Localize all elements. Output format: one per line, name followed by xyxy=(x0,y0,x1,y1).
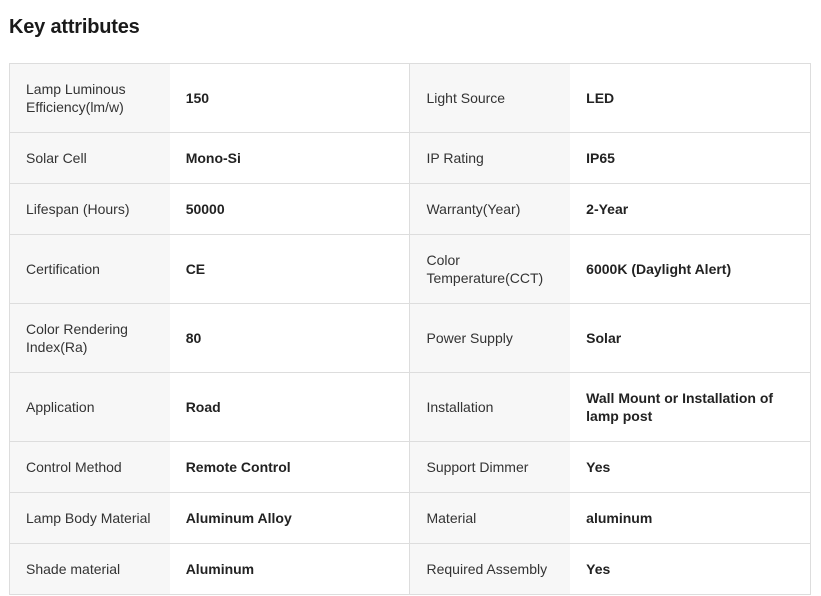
attribute-label: IP Rating xyxy=(409,132,571,184)
attribute-value: Mono-Si xyxy=(169,132,411,184)
attribute-value: 50000 xyxy=(169,183,411,235)
attribute-label: Lamp Body Material xyxy=(9,492,170,544)
table-row: Lamp Luminous Efficiency(lm/w) 150 Light S… xyxy=(9,63,812,133)
attribute-value: 2-Year xyxy=(570,183,812,235)
attribute-label: Light Source xyxy=(409,63,571,133)
attribute-value: 150 xyxy=(169,63,411,133)
attribute-label: Color Temperature(CCT) xyxy=(409,234,571,304)
attribute-value: Yes xyxy=(570,441,812,493)
attribute-label: Control Method xyxy=(9,441,170,493)
attribute-label: Lamp Luminous Efficiency(lm/w) xyxy=(9,63,170,133)
attribute-value: Wall Mount or Installation of lamp post xyxy=(570,372,812,442)
table-row: Application Road Installation Wall Mount or… xyxy=(9,372,812,442)
attribute-label: Required Assembly xyxy=(409,543,571,595)
table-row: Shade material Aluminum Required Assembly Y… xyxy=(9,543,812,595)
attribute-label: Material xyxy=(409,492,571,544)
attribute-value: Aluminum Alloy xyxy=(169,492,411,544)
section-title: Key attributes xyxy=(9,16,140,38)
attributes-table: Lamp Luminous Efficiency(lm/w) 150 Light S… xyxy=(9,63,812,595)
attribute-value: Yes xyxy=(570,543,812,595)
table-row: Control Method Remote Control Support Dimm… xyxy=(9,441,812,493)
table-row: Color Rendering Index(Ra) 80 Power Supply S… xyxy=(9,303,812,373)
attribute-label: Solar Cell xyxy=(9,132,170,184)
attribute-value: Solar xyxy=(570,303,812,373)
attribute-value: 6000K (Daylight Alert) xyxy=(570,234,812,304)
attribute-label: Installation xyxy=(409,372,571,442)
attribute-value: aluminum xyxy=(570,492,812,544)
attribute-label: Warranty(Year) xyxy=(409,183,571,235)
attribute-value: LED xyxy=(570,63,812,133)
attribute-label: Shade material xyxy=(9,543,170,595)
attribute-label: Lifespan (Hours) xyxy=(9,183,170,235)
attribute-label: Power Supply xyxy=(409,303,571,373)
table-row: Solar Cell Mono-Si IP Rating IP65 xyxy=(9,132,812,184)
table-row: Lamp Body Material Aluminum Alloy Material… xyxy=(9,492,812,544)
attribute-value: Aluminum xyxy=(169,543,411,595)
attribute-label: Application xyxy=(9,372,170,442)
attribute-label: Color Rendering Index(Ra) xyxy=(9,303,170,373)
table-row: Lifespan (Hours) 50000 Warranty(Year) 2-Yea… xyxy=(9,183,812,235)
attribute-value: Remote Control xyxy=(169,441,411,493)
attribute-value: CE xyxy=(169,234,411,304)
table-row: Certification CE Color Temperature(CCT) 600… xyxy=(9,234,812,304)
attribute-value: IP65 xyxy=(570,132,812,184)
attribute-value: Road xyxy=(169,372,411,442)
attribute-label: Certification xyxy=(9,234,170,304)
attribute-label: Support Dimmer xyxy=(409,441,571,493)
attribute-value: 80 xyxy=(169,303,411,373)
